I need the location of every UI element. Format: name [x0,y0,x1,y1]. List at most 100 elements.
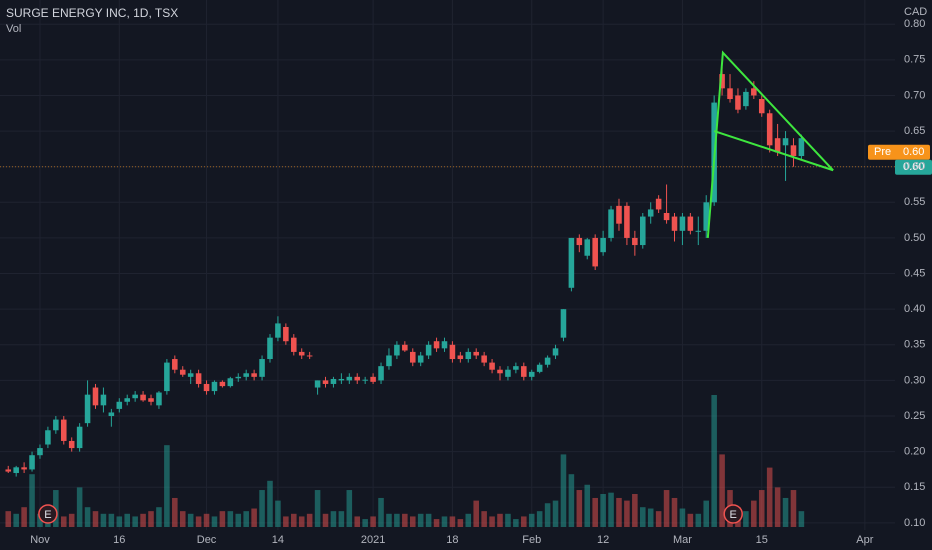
volume-bar [164,445,170,527]
candle-body [727,88,733,100]
volume-bar [457,519,464,527]
candle-body [338,378,345,381]
volume-bar [743,511,749,527]
candle-body [322,380,329,384]
candle-body [497,369,503,374]
y-tick-label: 0.45 [904,267,925,279]
volume-bar [774,487,781,527]
candle-body [758,99,765,114]
candle-body [108,412,115,417]
candle-body [179,369,186,375]
y-tick-label: 0.15 [904,481,925,493]
candle-body [45,430,51,445]
volume-bar [568,474,575,527]
candle-body [449,344,456,360]
candle-body [37,448,43,456]
volume-bar [179,511,186,527]
volume-bar [647,508,654,527]
candle-body [600,237,606,253]
volume-label: Vol [6,23,21,35]
candle-body [441,341,448,349]
volume-bar [92,511,99,527]
y-tick-label: 0.60 [904,161,925,173]
volume-bar [671,497,678,527]
volume-bar [782,497,789,527]
volume-bar [655,511,662,527]
candle-body [172,359,178,370]
earnings-marker [38,504,58,524]
volume-bar [719,454,725,527]
x-tick-label: Mar [673,534,692,546]
volume-bar [243,511,249,527]
volume-bar [560,454,567,527]
volume-bar [425,513,432,527]
candle-body [425,344,432,356]
candle-body [394,344,400,356]
volume-bar [330,511,337,527]
volume-bar [251,508,257,527]
candle-body [639,216,646,246]
earnings-label: E [730,509,737,521]
candle-body [647,209,654,217]
volume-bar [322,513,329,527]
last-price: 0.60 [903,161,924,173]
volume-bar [140,513,146,527]
candle-body [13,467,19,474]
volume-bar [505,513,511,527]
last-badge [895,159,932,175]
candle-body [766,113,773,146]
volume-bar [203,513,210,527]
volume-bar [481,511,487,527]
candle-body [68,440,75,449]
volume-bar [346,490,353,527]
candle-body [275,323,281,338]
candle-body [370,376,376,382]
candle-body [560,309,567,338]
volume-bar [187,513,194,527]
volume-bar [148,511,154,527]
volume-bar [441,516,448,527]
candle-body [671,216,678,231]
candle-body [417,355,424,363]
candle-body [719,74,725,89]
volume-bar [608,492,614,527]
candle-body [624,205,630,238]
candle-body [679,216,686,231]
candle-body [655,198,662,210]
volume-bar [417,513,424,527]
candle-body [433,341,440,349]
volume-bar [227,511,234,527]
volume-bar [394,513,400,527]
volume-bar [679,508,686,527]
volume-bar [116,516,123,527]
volume-bar [639,507,646,527]
x-tick-label: 14 [272,534,284,546]
candle-body [782,138,789,146]
candle-body [243,373,249,377]
candle-body [751,88,757,96]
volume-bar [616,497,622,527]
volume-bar [68,513,75,527]
volume-bar [5,511,12,527]
volume-bar [370,516,376,527]
volume-bar [124,513,130,527]
volume-bar [378,497,384,527]
y-tick-label: 0.75 [904,54,925,66]
volume-bar [267,480,273,527]
x-tick-label: Dec [197,534,217,546]
candle-body [346,376,353,381]
volume-bar [306,513,313,527]
candle-body [386,355,392,367]
volume-bar [433,519,440,527]
volume-bar [275,500,281,527]
earnings-marker [723,504,743,524]
trend-drawing [713,130,834,172]
candle-body [306,355,313,357]
volume-bar [156,507,162,527]
volume-bar [521,516,527,527]
candle-body [354,376,361,381]
volume-bar [108,513,115,527]
candle-body [251,373,257,377]
x-tick-label: Nov [30,534,50,546]
